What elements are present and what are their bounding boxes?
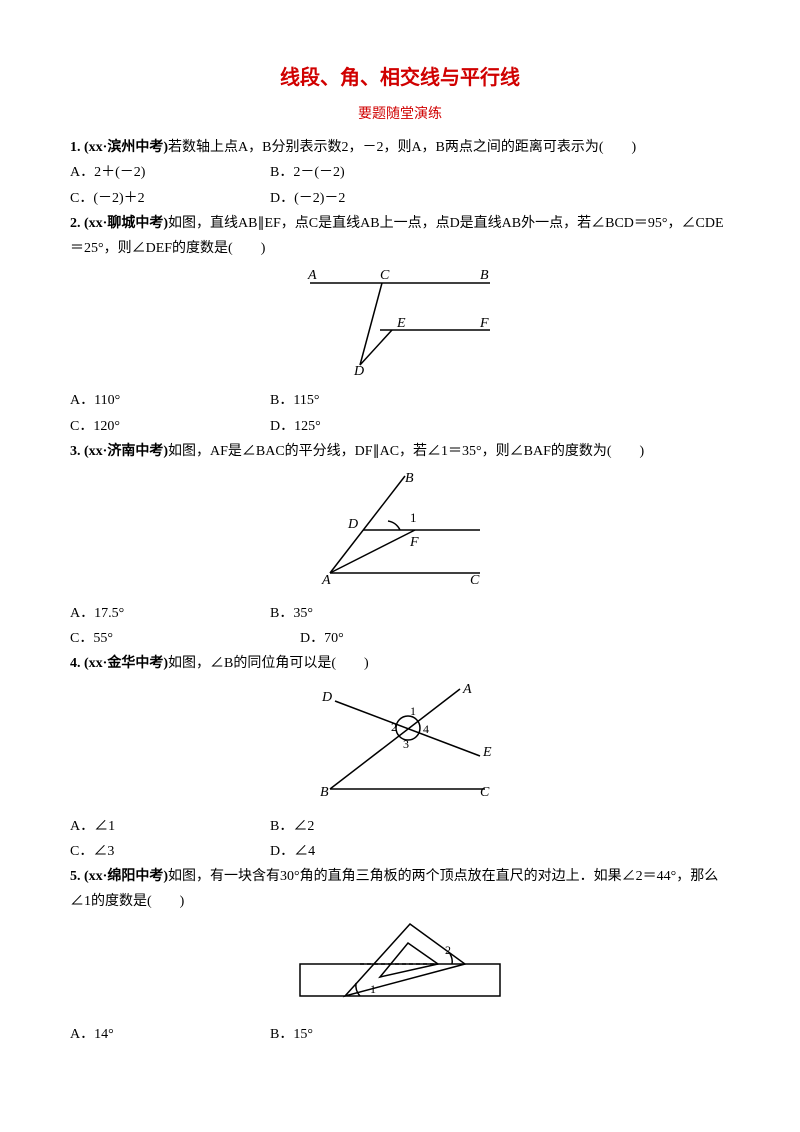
q2-num: 2.: [70, 216, 81, 231]
q2-opt-c: C．120°: [70, 414, 270, 439]
q3-label-f: F: [409, 535, 419, 550]
q4-n4: 4: [423, 722, 429, 736]
q2-options: A．110° B．115°: [70, 388, 730, 413]
q3-text: 如图，AF是∠BAC的平分线，DF∥AC，若∠1＝35°，则∠BAF的度数为( …: [168, 444, 644, 459]
q5-src: (xx·绵阳中考): [84, 869, 168, 884]
q4-n2: 2: [391, 720, 397, 734]
q4-text: 如图，∠B的同位角可以是( ): [168, 656, 369, 671]
q4-opt-b: B．∠2: [270, 814, 470, 839]
q5-options: A．14° B．15°: [70, 1022, 730, 1047]
q2-options-2: C．120° D．125°: [70, 414, 730, 439]
q5-n2: 2: [445, 943, 451, 957]
q4-stem: 4. (xx·金华中考)如图，∠B的同位角可以是( ): [70, 651, 730, 676]
q2-opt-d: D．125°: [270, 414, 470, 439]
q3-src: (xx·济南中考): [84, 444, 168, 459]
q3-label-d: D: [347, 517, 358, 532]
q3-label-c: C: [470, 573, 480, 588]
q3-opt-d: D．70°: [300, 626, 500, 651]
q2-opt-b: B．115°: [270, 388, 470, 413]
q5-text: 如图，有一块含有30°角的直角三角板的两个顶点放在直尺的对边上．如果∠2＝44°…: [70, 869, 718, 909]
q2-label-f: F: [479, 316, 489, 331]
q5-opt-b: B．15°: [270, 1022, 470, 1047]
q2-stem: 2. (xx·聊城中考)如图，直线AB∥EF，点C是直线AB上一点，点D是直线A…: [70, 211, 730, 261]
q3-stem: 3. (xx·济南中考)如图，AF是∠BAC的平分线，DF∥AC，若∠1＝35°…: [70, 439, 730, 464]
q2-label-e: E: [396, 316, 406, 331]
q1-opt-c: C．(－2)＋2: [70, 186, 270, 211]
q4-label-a: A: [462, 682, 472, 697]
q1-src: (xx·滨州中考): [84, 140, 168, 155]
q2-label-c: C: [380, 268, 390, 283]
q1-opt-b: B．2－(－2): [270, 160, 470, 185]
q1-options: A．2＋(－2) B．2－(－2): [70, 160, 730, 185]
q1-options-2: C．(－2)＋2 D．(－2)－2: [70, 186, 730, 211]
q3-options-2: C．55° D．70°: [70, 626, 730, 651]
q5-opt-a: A．14°: [70, 1022, 270, 1047]
q2-text: 如图，直线AB∥EF，点C是直线AB上一点，点D是直线AB外一点，若∠BCD＝9…: [70, 216, 724, 256]
q4-label-d: D: [321, 690, 332, 705]
q3-opt-c: C．55°: [70, 626, 300, 651]
q2-opt-a: A．110°: [70, 388, 270, 413]
q5-num: 5.: [70, 869, 81, 884]
q5-figure: 1 2: [70, 919, 730, 1018]
q2-figure: A C B E F D: [70, 265, 730, 384]
q4-options: A．∠1 B．∠2: [70, 814, 730, 839]
q4-options-2: C．∠3 D．∠4: [70, 839, 730, 864]
q4-opt-d: D．∠4: [270, 839, 470, 864]
q4-label-b: B: [320, 785, 329, 800]
q4-n1: 1: [410, 704, 416, 718]
q3-label-b: B: [405, 471, 414, 486]
q4-n3: 3: [403, 737, 409, 751]
q5-stem: 5. (xx·绵阳中考)如图，有一块含有30°角的直角三角板的两个顶点放在直尺的…: [70, 864, 730, 914]
q4-label-e: E: [482, 745, 492, 760]
q2-label-d: D: [353, 364, 364, 375]
q1-opt-d: D．(－2)－2: [270, 186, 470, 211]
q4-figure: A D E B C 1 2 3 4: [70, 681, 730, 810]
q2-label-b: B: [480, 268, 489, 283]
q1-opt-a: A．2＋(－2): [70, 160, 270, 185]
q3-figure: A B C D F 1: [70, 468, 730, 597]
q4-opt-c: C．∠3: [70, 839, 270, 864]
q3-opt-a: A．17.5°: [70, 601, 270, 626]
q3-num: 3.: [70, 444, 81, 459]
page-title: 线段、角、相交线与平行线: [70, 60, 730, 96]
q3-label-1: 1: [410, 510, 417, 525]
q4-opt-a: A．∠1: [70, 814, 270, 839]
q3-label-a: A: [321, 573, 331, 588]
q1-stem: 1. (xx·滨州中考)若数轴上点A，B分别表示数2，－2，则A，B两点之间的距…: [70, 135, 730, 160]
q2-src: (xx·聊城中考): [84, 216, 168, 231]
q3-opt-b: B．35°: [270, 601, 470, 626]
q4-src: (xx·金华中考): [84, 656, 168, 671]
q3-options: A．17.5° B．35°: [70, 601, 730, 626]
q2-label-a: A: [307, 268, 317, 283]
q4-label-c: C: [480, 785, 490, 800]
q1-num: 1.: [70, 140, 81, 155]
q5-n1: 1: [370, 982, 376, 996]
q4-num: 4.: [70, 656, 81, 671]
q1-text: 若数轴上点A，B分别表示数2，－2，则A，B两点之间的距离可表示为( ): [168, 140, 636, 155]
page-subtitle: 要题随堂演练: [70, 102, 730, 127]
